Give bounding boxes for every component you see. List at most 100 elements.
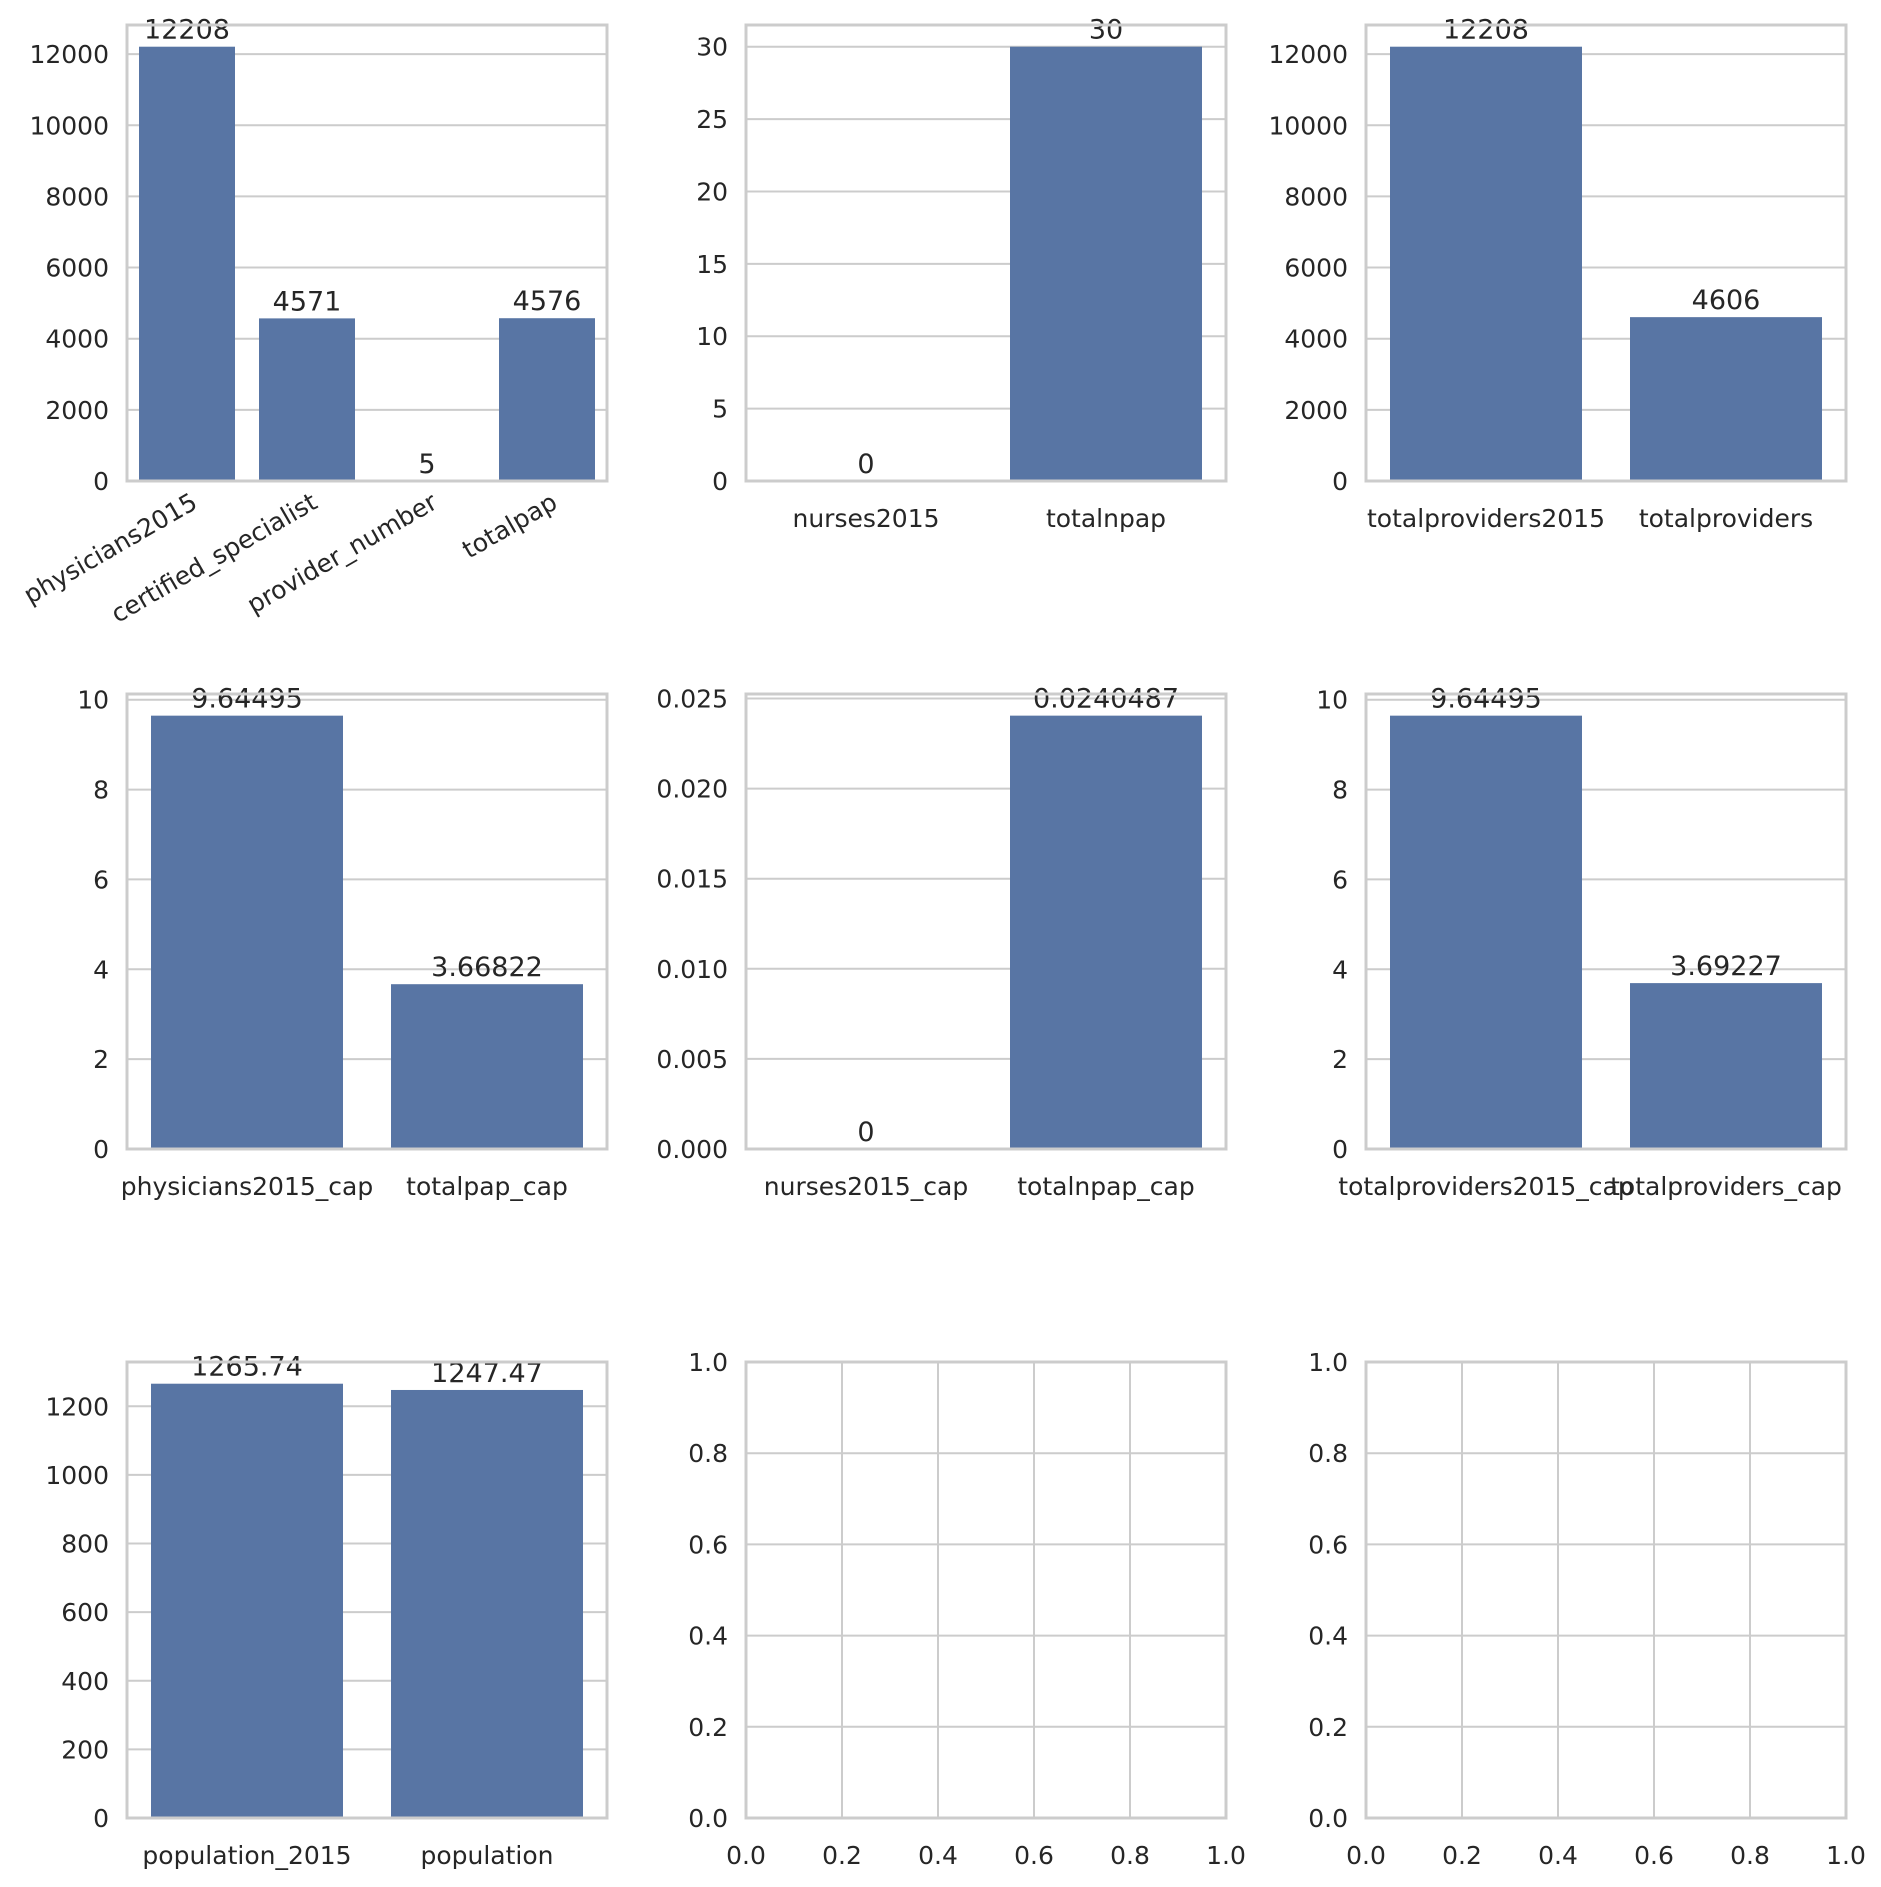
x-tick-label: 0.8 <box>1110 1841 1150 1870</box>
chart-panel-4: 0 2 4 6 8 10 9.64495 physicians2015_cap 3.66822 t… <box>77 684 609 1201</box>
y-tick-label: 6000 <box>1284 254 1348 283</box>
y-tick-label: 1.0 <box>688 1348 728 1377</box>
chart-panel-7: 0 200 400 600 800 1000 1200 1265.74 population_2… <box>45 1352 609 1870</box>
bar-value-label: 12208 <box>144 15 230 46</box>
y-tick-label: 0 <box>93 1135 109 1164</box>
y-tick-label: 4000 <box>45 325 109 354</box>
bar <box>1390 46 1582 481</box>
y-tick-label: 8 <box>93 776 109 805</box>
x-tick-label: physicians2015_cap <box>121 1172 373 1201</box>
bar <box>1390 715 1582 1149</box>
x-tick-label: 0.0 <box>726 1841 766 1870</box>
bar <box>499 318 595 481</box>
y-tick-label: 600 <box>61 1598 109 1627</box>
bar-value-label: 12208 <box>1443 15 1529 46</box>
y-tick-label: 1000 <box>45 1461 109 1490</box>
bar <box>151 1383 343 1818</box>
y-tick-label: 4 <box>1332 955 1348 984</box>
bar-value-label: 1265.74 <box>191 1352 303 1383</box>
y-tick-label: 0 <box>712 467 728 496</box>
bar-value-label: 3.66822 <box>431 952 543 983</box>
x-tick-label: 1.0 <box>1206 1841 1246 1870</box>
axes-frame <box>744 23 1228 483</box>
bar-value-label: 9.64495 <box>191 684 303 715</box>
bar <box>391 1389 583 1818</box>
x-tick-label: totalpap_cap <box>406 1172 568 1201</box>
x-tick-label: totalnpap_cap <box>1017 1172 1195 1201</box>
chart-panel-8: 0.0 0.2 0.4 0.6 0.8 1.0 0.0 0.2 0.4 0.6 0.8 1.0 <box>688 1348 1246 1870</box>
y-tick-label: 0.005 <box>656 1045 728 1074</box>
y-tick-label: 0.000 <box>656 1135 728 1164</box>
bar-value-label: 0 <box>857 1117 874 1148</box>
y-tick-label: 0 <box>93 1804 109 1833</box>
y-tick-label: 20 <box>696 177 728 206</box>
y-tick-label: 12000 <box>29 40 109 69</box>
y-tick-label: 10 <box>696 322 728 351</box>
y-tick-label: 8 <box>1332 776 1348 805</box>
bar-value-label: 4571 <box>273 286 342 317</box>
y-tick-label: 10000 <box>1268 111 1348 140</box>
x-tick-label: population_2015 <box>142 1841 351 1870</box>
bar <box>151 715 343 1149</box>
bar-value-label: 0 <box>857 449 874 480</box>
bar-value-label: 5 <box>418 449 435 480</box>
y-tick-label: 2000 <box>1284 396 1348 425</box>
y-tick-label: 400 <box>61 1667 109 1696</box>
y-tick-label: 0.4 <box>688 1622 728 1651</box>
y-tick-label: 2 <box>93 1045 109 1074</box>
y-tick-label: 10000 <box>29 111 109 140</box>
y-tick-label: 0.0 <box>1308 1804 1348 1833</box>
y-tick-label: 8000 <box>45 182 109 211</box>
y-tick-label: 0 <box>1332 1135 1348 1164</box>
x-tick-label: 1.0 <box>1826 1841 1866 1870</box>
y-tick-label: 1200 <box>45 1392 109 1421</box>
y-tick-label: 15 <box>696 250 728 279</box>
x-tick-label: 0.6 <box>1014 1841 1054 1870</box>
x-tick-label: 0.4 <box>1538 1841 1578 1870</box>
y-tick-label: 25 <box>696 105 728 134</box>
y-tick-label: 1.0 <box>1308 1348 1348 1377</box>
y-tick-label: 6000 <box>45 254 109 283</box>
y-tick-label: 0.8 <box>688 1439 728 1468</box>
y-tick-label: 10 <box>1316 686 1348 715</box>
x-tick-label: 0.8 <box>1730 1841 1770 1870</box>
bar <box>139 46 235 481</box>
x-tick-label: 0.4 <box>918 1841 958 1870</box>
y-tick-label: 8000 <box>1284 182 1348 211</box>
y-tick-label: 0.2 <box>1308 1713 1348 1742</box>
y-tick-label: 800 <box>61 1530 109 1559</box>
y-tick-label: 12000 <box>1268 40 1348 69</box>
x-tick-label: nurses2015_cap <box>764 1172 968 1201</box>
y-tick-label: 0.2 <box>688 1713 728 1742</box>
y-tick-label: 0.025 <box>656 685 728 714</box>
y-tick-label: 200 <box>61 1735 109 1764</box>
chart-panel-3: 0 2000 4000 6000 8000 10000 12000 12208 totalpro… <box>1268 15 1848 533</box>
axes-frame <box>1364 692 1848 1151</box>
bar <box>1630 317 1822 481</box>
bar <box>1010 46 1202 481</box>
x-tick-label: nurses2015 <box>792 504 939 533</box>
y-tick-label: 0.4 <box>1308 1622 1348 1651</box>
x-tick-label: totalproviders_cap <box>1610 1172 1842 1201</box>
y-tick-label: 0.015 <box>656 865 728 894</box>
bar <box>1630 983 1822 1149</box>
chart-panel-6: 0 2 4 6 8 10 9.64495 totalproviders2015_cap 3.69… <box>1316 684 1848 1201</box>
bar <box>259 318 355 481</box>
bar-value-label: 3.69227 <box>1670 951 1782 982</box>
bar-value-label: 0.0240487 <box>1033 684 1179 715</box>
bar-value-label: 30 <box>1089 15 1123 46</box>
axes-frame <box>125 23 609 483</box>
y-tick-label: 10 <box>77 686 109 715</box>
x-tick-label: population <box>420 1841 553 1870</box>
axes-frame <box>125 692 609 1151</box>
chart-panel-1: 02000400060008000100001200012208physicia… <box>19 15 609 629</box>
x-tick-label: 0.0 <box>1346 1841 1386 1870</box>
bar <box>1010 715 1202 1149</box>
bar-value-label: 9.64495 <box>1430 684 1542 715</box>
x-tick-label: certified_specialist <box>106 487 322 629</box>
axes-frame <box>1364 23 1848 483</box>
y-tick-label: 2 <box>1332 1045 1348 1074</box>
y-tick-label: 0.0 <box>688 1804 728 1833</box>
chart-panel-5: 0.000 0.005 0.010 0.015 0.020 0.025 0 nurses201… <box>656 684 1228 1201</box>
x-tick-label: 0.6 <box>1634 1841 1674 1870</box>
